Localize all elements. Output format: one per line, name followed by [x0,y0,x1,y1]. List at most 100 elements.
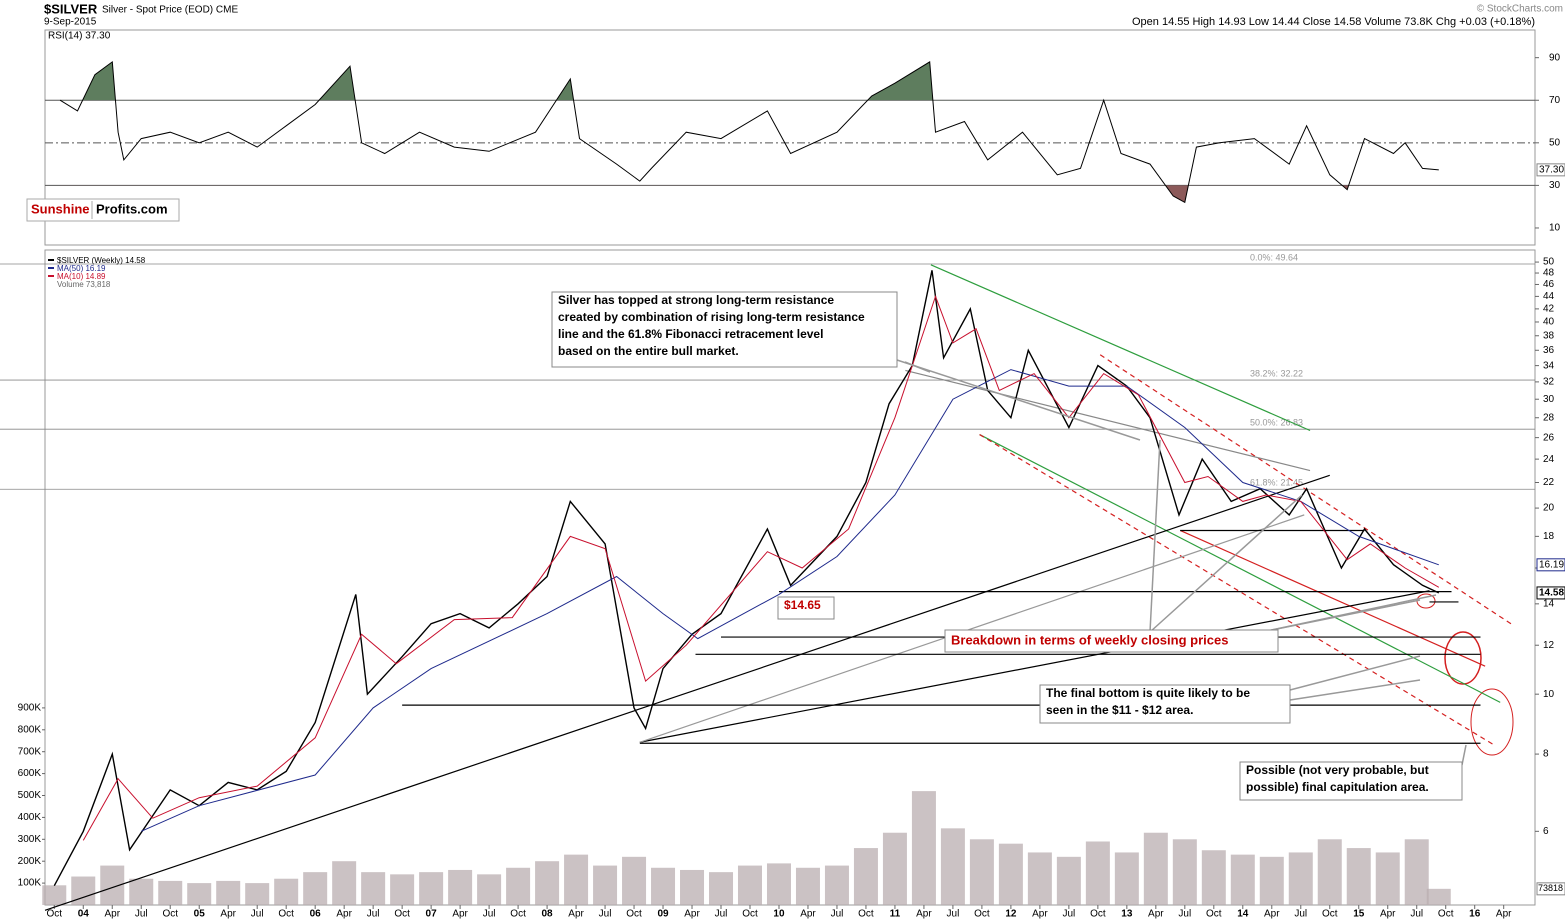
last-value-label: 16.19 [1539,559,1564,570]
volume-bar [1426,888,1451,905]
volume-bar [1114,852,1139,905]
x-tick-label: Oct [626,909,642,919]
y-tick-label: 42 [1543,304,1555,315]
legend-swatch [48,267,54,269]
x-tick-label: Apr [1496,909,1512,919]
logo-box [26,198,180,222]
y-tick-label: 50 [1543,257,1555,268]
x-tick-label: Oct [974,909,990,919]
symbol: $SILVER [44,1,98,16]
y-tick-label: 26 [1543,432,1555,443]
volume-bar [274,878,299,905]
x-tick-label: 11 [890,909,901,919]
volume-bar [680,869,705,905]
volume-bar [824,865,849,905]
x-tick-label: Apr [1032,909,1048,919]
volume-tick-label: 200K [18,856,42,867]
last-value-label: 14.58 [1539,588,1564,599]
y-tick-label: 10 [1549,223,1561,234]
volume-bar [1317,839,1342,905]
x-tick-label: Jul [947,909,960,919]
volume-last-box [1536,882,1565,896]
x-tick-label: 05 [194,909,206,919]
annotation-text: created by combination of rising long-te… [558,310,865,324]
x-tick-label: Apr [800,909,816,919]
annotation-box [1239,761,1463,801]
x-tick-label: Oct [742,909,758,919]
y-tick-label: 14 [1543,598,1555,609]
volume-bar [1027,852,1052,905]
y-tick-label: 46 [1543,279,1555,290]
x-tick-label: Jul [599,909,612,919]
callout-line [1149,494,1303,633]
annotation-box [1039,684,1291,724]
y-tick-label: 20 [1543,503,1555,514]
volume-bar [245,883,270,905]
capitulation-ellipse [1470,688,1514,756]
volume-bar [709,872,734,905]
x-tick-label: Apr [1148,909,1164,919]
y-tick-label: 34 [1543,360,1555,371]
x-tick-label: Oct [162,909,178,919]
annotation-text: seen in the $11 - $12 area. [1046,703,1193,717]
volume-bar [1404,839,1429,905]
volume-bar [158,880,183,905]
fib-label: 0.0%: 49.64 [1250,252,1298,262]
volume-bar [216,880,241,905]
y-tick-label: 8 [1543,749,1549,760]
volume-bar [303,872,328,905]
y-tick-label: 18 [1543,531,1555,542]
x-tick-label: 16 [1469,909,1481,919]
x-tick-label: Oct [510,909,526,919]
x-tick-label: 14 [1237,909,1249,919]
x-tick-label: Jul [715,909,728,919]
annotation-text: Possible (not very probable, but [1246,763,1429,777]
volume-bar [477,874,502,905]
volume-bar [1375,852,1400,905]
target-ellipse [1444,631,1482,685]
annotation-box [551,291,898,368]
rsi-panel [44,29,1536,246]
x-tick-label: 15 [1353,909,1365,919]
volume-tick-label: 100K [18,878,42,889]
y-tick-label: 6 [1543,826,1549,837]
trend-line [1179,529,1486,667]
moving-average [140,369,1439,832]
rsi-title: RSI(14) 37.30 [48,31,111,42]
callout-line [1149,439,1161,633]
volume-tick-label: 600K [18,768,42,779]
trend-line [930,264,1311,432]
x-tick-label: Apr [336,909,352,919]
rsi-last-label: 37.30 [1539,164,1564,175]
volume-bar [332,861,357,905]
volume-bar [940,828,965,905]
y-tick-label: 12 [1543,640,1555,651]
annotation-text: line and the 61.8% Fibonacci retracement… [558,327,823,341]
x-tick-label: Jul [367,909,380,919]
volume-bar [1288,852,1313,905]
x-tick-label: Apr [1264,909,1280,919]
annotation-text: $14.65 [784,598,821,612]
volume-bar [766,863,791,905]
y-tick-label: 28 [1543,412,1555,423]
x-tick-label: 06 [310,909,322,919]
volume-bar [1056,856,1081,905]
y-tick-label: 30 [1549,180,1561,191]
last-value-box [1536,558,1565,572]
x-tick-label: Oct [858,909,874,919]
volume-bar [187,883,212,905]
volume-bar [737,865,762,905]
credit: © StockCharts.com [1477,4,1563,15]
y-tick-label: 36 [1543,345,1555,356]
x-tick-label: Apr [684,909,700,919]
volume-bar [593,865,618,905]
volume-tick-label: 900K [18,703,42,714]
callout-line [896,359,1141,441]
x-tick-label: Oct [394,909,410,919]
callout-line [1261,594,1437,633]
x-tick-label: Oct [46,909,62,919]
legend-swatch [48,275,54,277]
legend-entry: Volume 73,818 [57,280,111,289]
quote: Open 14.55 High 14.93 Low 14.44 Close 14… [1132,16,1535,28]
